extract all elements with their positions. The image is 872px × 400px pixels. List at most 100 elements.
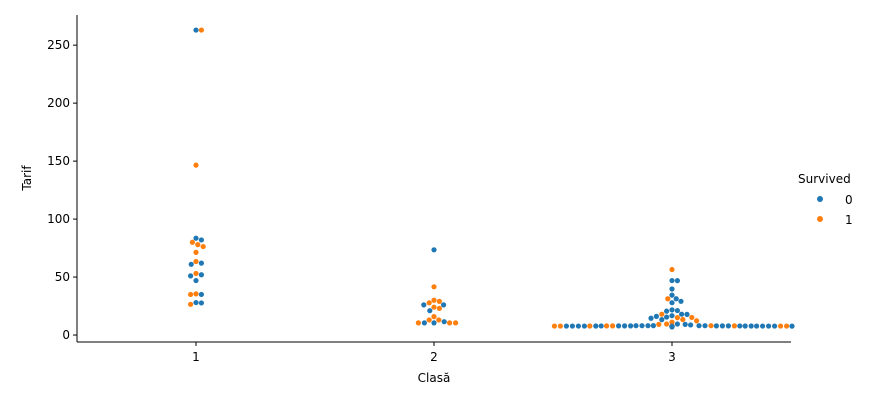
data-point-survived-0 [431,247,437,253]
legend-title: Survived [798,172,851,186]
data-point-survived-0 [673,296,679,302]
data-point-survived-0 [441,302,447,308]
data-point-survived-0 [653,313,660,319]
data-point-survived-1 [587,323,593,329]
data-point-survived-1 [694,318,700,324]
data-point-survived-0 [760,323,766,329]
data-point-survived-1 [731,323,738,329]
data-point-survived-0 [679,311,685,317]
data-point-survived-0 [669,277,675,284]
data-point-survived-1 [604,323,610,329]
data-point-survived-1 [431,284,437,290]
data-point-survived-0 [593,323,599,329]
data-point-survived-0 [748,323,754,329]
data-point-survived-1 [669,266,675,273]
data-point-survived-0 [633,323,639,329]
y-tick-label: 150 [47,154,70,168]
data-point-survived-0 [669,313,675,319]
y-tick-label: 100 [47,212,70,226]
data-point-survived-0 [669,300,675,306]
data-point-survived-1 [193,258,199,265]
data-point-survived-1 [188,291,194,298]
data-point-survived-1 [669,319,675,325]
data-point-survived-0 [421,302,427,308]
x-tick-label: 1 [192,350,200,364]
x-axis-label: Clasă [418,371,451,385]
data-point-survived-0 [193,235,199,241]
data-point-survived-0 [766,323,772,329]
data-point-survived-1 [426,317,432,323]
data-point-survived-0 [659,317,665,323]
legend: Survived 0 1 [798,172,853,227]
legend-marker-0 [817,196,823,202]
data-point-survived-1 [193,249,199,255]
data-point-survived-0 [650,323,657,329]
y-axis-label: Tarif [20,165,34,192]
data-point-survived-0 [622,323,628,329]
data-point-survived-0 [569,323,576,329]
data-point-survived-0 [198,260,204,266]
y-ticks: 0 50 100 150 200 250 [47,38,77,342]
data-point-survived-0 [669,307,675,313]
data-point-survived-0 [193,27,199,33]
data-point-survived-0 [674,307,681,314]
data-point-survived-0 [188,261,194,267]
data-point-survived-1 [431,297,437,303]
data-point-survived-1 [436,305,442,311]
data-point-survived-1 [436,317,442,323]
data-point-survived-1 [447,320,453,326]
data-point-survived-0 [742,323,748,329]
data-point-survived-0 [581,323,588,329]
data-point-survived-0 [421,320,427,326]
data-point-survived-0 [645,323,651,329]
data-point-survived-1 [431,304,437,310]
data-point-survived-1 [189,239,195,245]
y-tick-label: 200 [47,96,70,110]
data-point-survived-0 [598,323,604,329]
data-point-survived-0 [563,323,570,329]
data-point-survived-1 [551,323,558,329]
data-point-survived-0 [789,323,795,329]
data-point-survived-1 [656,321,662,327]
data-point-survived-0 [737,323,743,329]
data-point-survived-1 [415,320,421,326]
data-point-survived-1 [195,242,201,248]
data-point-survived-1 [674,315,681,321]
data-point-survived-1 [426,300,432,306]
legend-label-0: 0 [845,193,853,207]
data-point-survived-0 [648,315,654,321]
data-point-survived-0 [696,323,702,329]
data-point-survived-0 [427,308,433,314]
data-point-survived-0 [688,322,694,328]
data-point-survived-1 [610,323,616,329]
data-point-survived-0 [754,323,760,329]
data-point-survived-1 [689,314,695,321]
data-point-survived-1 [431,314,437,320]
data-point-survived-0 [575,323,582,329]
data-point-survived-1 [198,27,204,33]
y-tick-label: 0 [62,328,70,342]
data-point-survived-0 [725,323,732,329]
data-point-survived-0 [664,314,670,320]
data-point-survived-0 [674,321,681,327]
data-point-survived-1 [659,311,665,317]
data-point-survived-0 [674,278,681,284]
data-point-survived-0 [719,323,726,329]
data-point-survived-0 [678,298,684,304]
data-point-survived-0 [669,324,675,330]
data-point-survived-0 [669,292,675,298]
data-point-survived-0 [639,323,645,329]
data-point-survived-0 [772,323,778,329]
data-point-survived-0 [684,311,690,317]
data-point-survived-1 [436,298,442,305]
data-point-survived-0 [616,323,622,329]
data-point-survived-0 [441,319,447,325]
data-points [188,27,795,330]
data-point-survived-0 [198,300,204,306]
data-point-survived-1 [708,323,714,329]
y-tick-label: 50 [55,270,70,284]
data-point-survived-1 [453,320,459,326]
data-point-survived-1 [193,291,199,297]
plot-area: 0 50 100 150 200 250 1 2 3 [47,15,795,364]
